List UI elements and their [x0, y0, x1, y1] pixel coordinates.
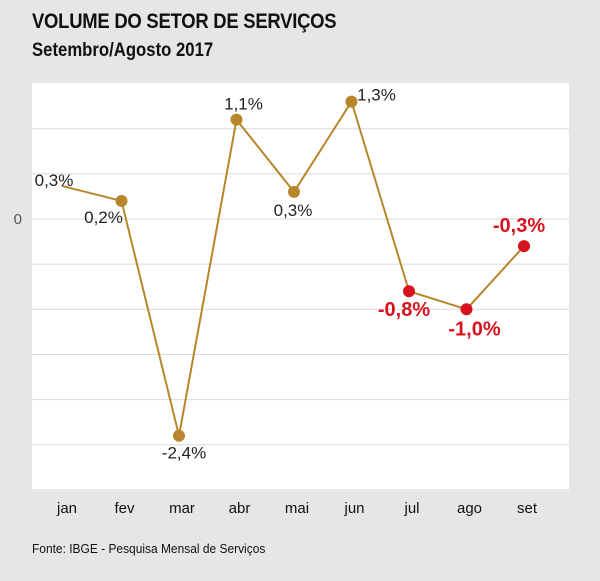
- x-tick-mai: mai: [285, 500, 309, 517]
- plot-area: [32, 83, 569, 491]
- source-note: Fonte: IBGE - Pesquisa Mensal de Serviço…: [32, 541, 266, 556]
- x-tick-set: set: [517, 500, 538, 517]
- series-segment: [61, 184, 122, 202]
- data-label-abr: 1,1%: [224, 95, 263, 114]
- x-tick-mar: mar: [169, 500, 195, 517]
- y-zero-label: 0: [14, 211, 22, 228]
- data-point-set: [518, 240, 530, 253]
- x-tick-jun: jun: [343, 500, 364, 517]
- data-point-jun: [345, 95, 358, 108]
- series-line-path: [120, 99, 525, 436]
- data-points: [115, 95, 530, 442]
- chart-subtitle: Setembro/Agosto 2017: [32, 40, 214, 61]
- x-tick-abr: abr: [229, 500, 251, 517]
- chart-title: VOLUME DO SETOR DE SERVIÇOS: [32, 10, 337, 33]
- data-label-mai: 0,3%: [274, 201, 313, 220]
- x-tick-jul: jul: [403, 500, 419, 517]
- data-point-fev: [115, 194, 128, 207]
- gridlines: [32, 128, 569, 491]
- data-label-jun: 1,3%: [357, 86, 396, 105]
- x-tick-fev: fev: [114, 500, 135, 517]
- data-label-jul: -0,8%: [378, 299, 430, 321]
- data-label-fev: 0,2%: [84, 208, 123, 227]
- data-labels: 0,3% 0,2% -2,4% 1,1% 0,3% 1,3% -0,8% -1,0% -0,3%: [35, 86, 546, 463]
- x-axis-ticks: jan fev mar abr mai jun jul ago set: [56, 500, 538, 517]
- data-label-ago: -1,0%: [448, 318, 500, 340]
- data-label-set: -0,3%: [493, 215, 545, 237]
- data-point-jul: [403, 285, 415, 298]
- x-tick-ago: ago: [457, 500, 482, 517]
- data-label-jan: 0,3%: [35, 171, 74, 190]
- data-point-abr: [230, 113, 243, 126]
- data-label-mar: -2,4%: [162, 444, 206, 463]
- series-line: [61, 99, 525, 436]
- data-point-mar: [173, 429, 185, 442]
- x-tick-jan: jan: [56, 500, 77, 517]
- data-point-ago: [460, 303, 473, 316]
- data-point-mai: [288, 185, 300, 198]
